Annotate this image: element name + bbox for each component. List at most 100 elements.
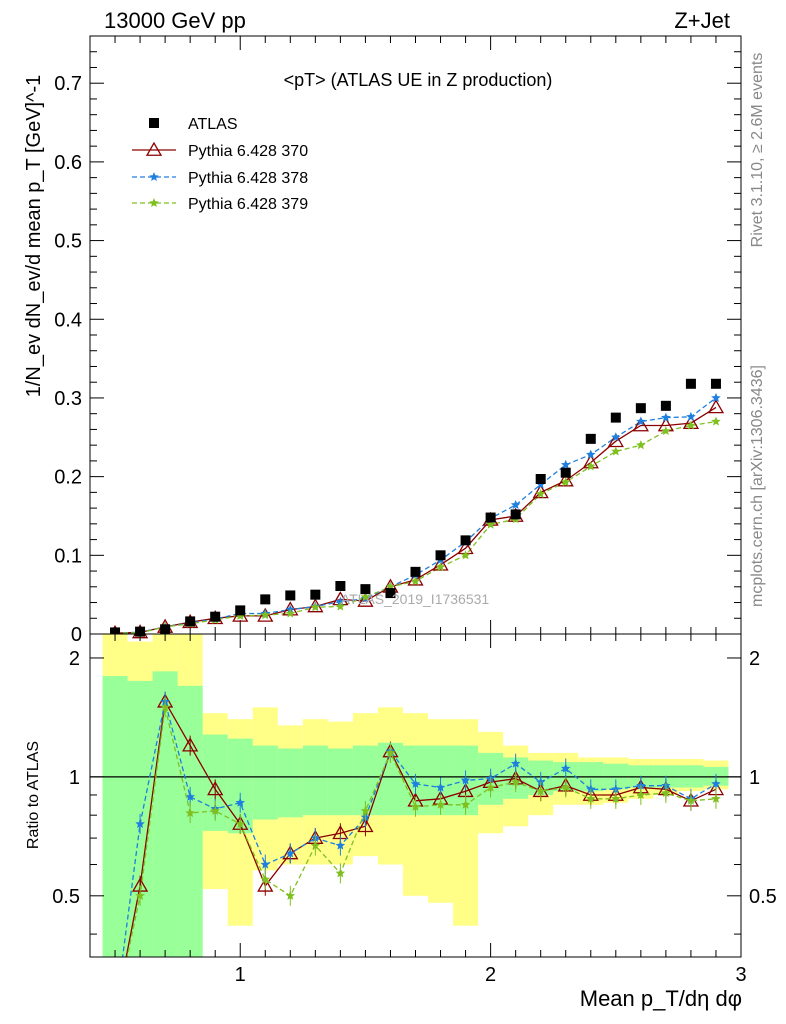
legend: ATLAS Pythia 6.428 370 Pythia 6.428 378 Pyt… <box>132 116 308 213</box>
y-tick-label: 0.7 <box>54 73 82 95</box>
watermark-label: ATLAS_2019_I1736531 <box>341 591 490 607</box>
mc-point <box>260 610 270 620</box>
legend-marker <box>149 118 159 128</box>
ratio-plot-panel: 0.5 0.5 1 1 2 2 1 2 3 Ratio to ATLAS Mean p_T/dη… <box>25 633 777 1011</box>
ratio-y-tick-label-right: 0.5 <box>749 886 777 908</box>
data-point <box>285 590 296 601</box>
ratio-y-tick-label: 0.5 <box>52 886 80 908</box>
ratio-point <box>510 777 521 787</box>
mc-point <box>686 420 696 430</box>
uncertainty-band-green <box>252 745 278 820</box>
ratio-point <box>235 797 245 807</box>
mc-point <box>285 608 296 618</box>
legend-label: Pythia 6.428 379 <box>188 196 308 213</box>
mc-point <box>611 446 621 456</box>
ratio-y-axis-label: Ratio to ATLAS <box>25 741 42 849</box>
mc-point <box>636 440 646 450</box>
data-point <box>185 616 196 627</box>
ratio-point <box>385 747 396 757</box>
legend-marker <box>145 141 163 156</box>
x-tick-label: 2 <box>485 964 496 986</box>
mc-point <box>432 556 449 571</box>
mcplots-side-label: mcplots.cern.ch [arXiv:1306.3436] <box>749 365 766 607</box>
data-point <box>560 467 571 478</box>
data-point <box>410 566 421 577</box>
mc-point <box>460 550 471 560</box>
ratio-point <box>185 791 195 801</box>
ratio-point <box>210 805 220 815</box>
mc-point <box>661 412 671 422</box>
data-point <box>685 378 696 389</box>
legend-marker <box>149 172 159 181</box>
mc-point <box>410 576 421 586</box>
ratio-point <box>135 819 145 828</box>
ratio-series-group <box>121 691 725 957</box>
ratio-point <box>661 788 671 798</box>
mc-point <box>632 417 649 432</box>
ratio-point <box>310 840 321 850</box>
data-point <box>485 512 496 523</box>
uncertainty-band-green <box>302 745 328 816</box>
mc-point <box>510 500 521 509</box>
ratio-point <box>285 848 296 858</box>
data-point <box>535 473 546 484</box>
data-point <box>435 550 446 561</box>
mc-point <box>661 426 671 435</box>
ratio-point <box>160 702 170 712</box>
x-tick-label: 1 <box>235 964 246 986</box>
mc-point <box>532 484 549 499</box>
data-point <box>660 400 671 411</box>
data-point <box>460 535 471 546</box>
ratio-point <box>285 890 296 900</box>
mc-point <box>235 610 245 620</box>
mc-point <box>686 411 696 421</box>
data-point <box>160 624 171 635</box>
data-point <box>310 589 321 600</box>
ratio-point <box>711 778 721 788</box>
ratio-point <box>335 840 346 850</box>
ratio-point <box>586 793 596 803</box>
mc-point <box>561 477 571 487</box>
ratio-point <box>260 874 270 884</box>
main-plot-title: <pT> (ATLAS UE in Z production) <box>284 70 553 90</box>
ratio-point <box>207 781 224 796</box>
ratio-y-tick-label: 1 <box>69 767 80 789</box>
ratio-point <box>360 805 371 815</box>
ratio-point <box>510 758 521 768</box>
ratio-point <box>357 817 374 833</box>
ratio-y-tick-label: 2 <box>69 648 80 670</box>
mc-point <box>360 592 371 602</box>
x-axis-label: Mean p_T/dη dφ <box>580 986 742 1011</box>
data-point <box>510 509 521 520</box>
ratio-point <box>410 801 421 811</box>
y-tick-label: 0.2 <box>54 467 82 489</box>
legend-label: ATLAS <box>188 116 238 133</box>
mc-point <box>357 592 374 607</box>
data-point <box>335 581 346 592</box>
data-point <box>385 588 396 599</box>
ratio-y-tick-label-right: 1 <box>749 767 760 789</box>
y-tick-label: 0.6 <box>54 152 82 174</box>
header-right-label: Z+Jet <box>674 8 730 33</box>
mc-point <box>561 459 571 469</box>
mc-point <box>711 416 721 426</box>
mc-point <box>607 432 624 448</box>
header-left-label: 13000 GeV pp <box>104 8 246 33</box>
data-point <box>210 611 221 622</box>
y-axis-label: 1/N_ev dN_ev/d mean p_T [GeV]^-1 <box>23 75 45 398</box>
data-point <box>135 626 146 637</box>
ratio-point <box>185 808 195 818</box>
ratio-point <box>410 778 421 788</box>
legend-label: Pythia 6.428 378 <box>188 170 308 187</box>
data-point <box>585 433 596 444</box>
ratio-point <box>335 868 346 878</box>
data-point <box>710 378 721 389</box>
mc-point <box>335 601 346 611</box>
uncertainty-band-green <box>327 748 353 816</box>
y-tick-label: 0.3 <box>54 388 82 410</box>
mc-point <box>535 488 546 498</box>
ratio-point <box>535 786 546 796</box>
ratio-point <box>561 763 571 773</box>
ratio-point <box>435 782 446 792</box>
